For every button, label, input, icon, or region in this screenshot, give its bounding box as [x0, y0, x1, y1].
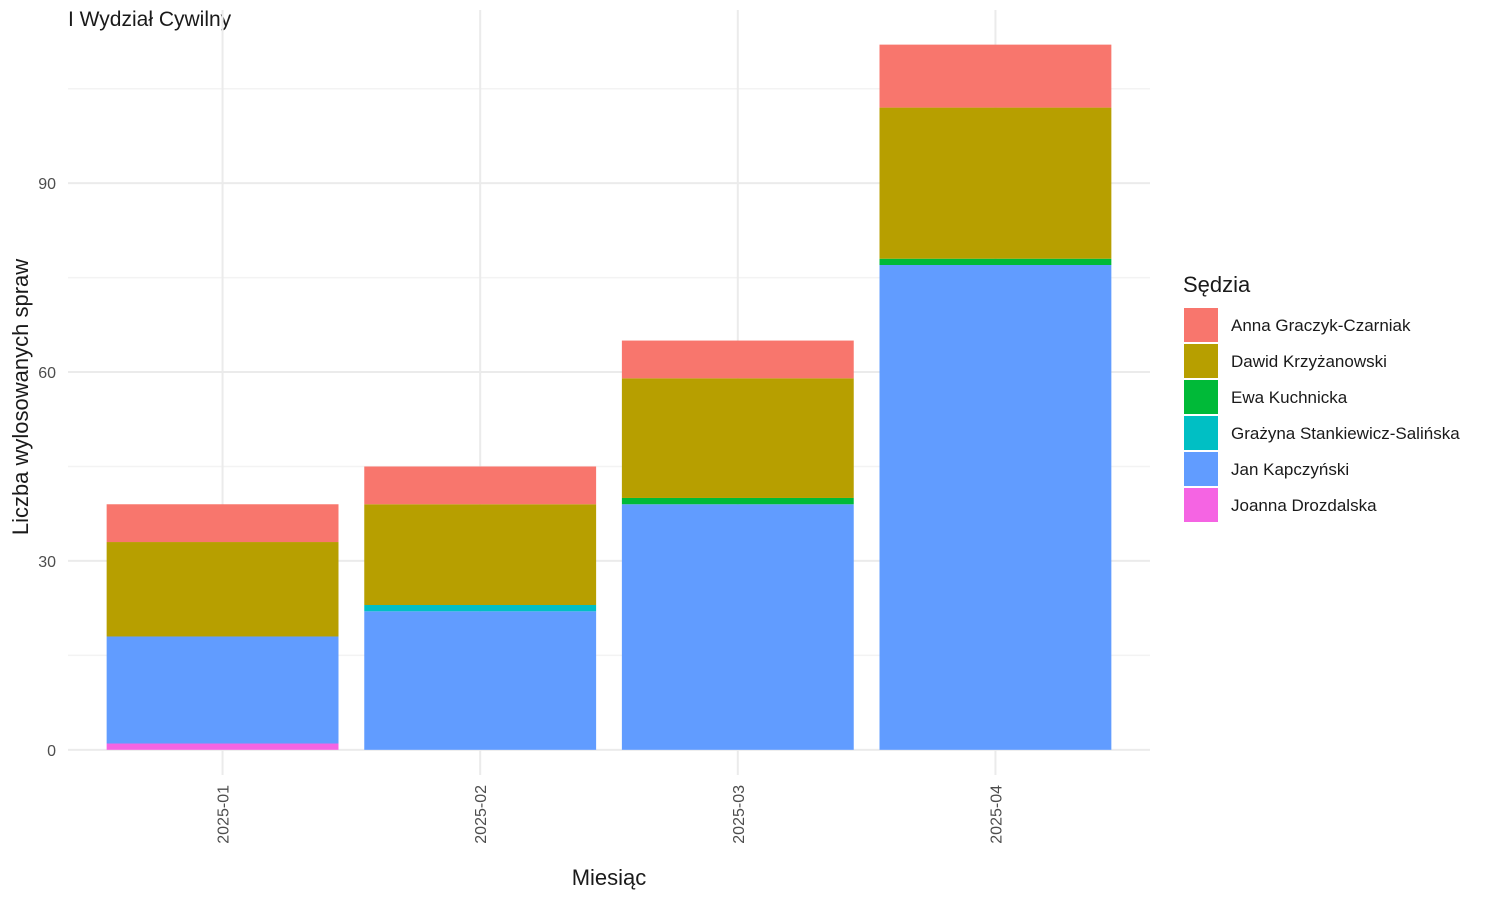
legend-label: Ewa Kuchnicka	[1231, 388, 1348, 407]
y-tick-label: 60	[38, 365, 56, 382]
y-axis-title: Liczba wylosowanych spraw	[8, 259, 33, 535]
legend: Sędzia Anna Graczyk-Czarniak Dawid Krzyża…	[1183, 272, 1460, 522]
legend-label: Anna Graczyk-Czarniak	[1231, 316, 1411, 335]
bar-segment	[106, 636, 339, 744]
bar-segment	[879, 265, 1112, 750]
x-tick-label: 2025-02	[473, 785, 490, 844]
bar-segment	[106, 542, 339, 637]
bar-segment	[364, 466, 597, 505]
legend-swatch	[1184, 452, 1218, 486]
bar-segment	[621, 504, 854, 750]
legend-swatch	[1184, 308, 1218, 342]
legend-title: Sędzia	[1183, 272, 1251, 297]
legend-swatch	[1184, 488, 1218, 522]
bar-segment	[621, 497, 854, 505]
legend-swatch	[1184, 380, 1218, 414]
legend-label: Grażyna Stankiewicz-Salińska	[1231, 424, 1460, 443]
x-axis-ticks: 2025-01 2025-02 2025-03 2025-04	[216, 785, 1006, 844]
legend-label: Dawid Krzyżanowski	[1231, 352, 1387, 371]
bar-segment	[106, 504, 339, 543]
legend-swatch	[1184, 416, 1218, 450]
y-tick-label: 30	[38, 554, 56, 571]
y-axis-ticks: 0 30 60 90	[38, 176, 56, 760]
bar-segment	[879, 44, 1112, 108]
legend-label: Jan Kapczyński	[1231, 460, 1349, 479]
bar-segment	[621, 378, 854, 498]
bars	[106, 44, 1112, 750]
bar-segment	[621, 340, 854, 379]
chart-title: I Wydział Cywilny	[68, 8, 232, 31]
bar-segment	[364, 611, 597, 750]
y-tick-label: 0	[47, 743, 56, 760]
legend-label: Joanna Drozdalska	[1231, 496, 1377, 515]
legend-swatch	[1184, 344, 1218, 378]
y-tick-label: 90	[38, 176, 56, 193]
bar-segment	[106, 743, 339, 750]
bar-segment	[364, 605, 597, 612]
x-axis-title: Miesiąc	[572, 865, 647, 890]
x-tick-label: 2025-04	[988, 785, 1005, 844]
bar-segment	[364, 504, 597, 605]
x-tick-label: 2025-03	[731, 785, 748, 844]
x-tick-label: 2025-01	[216, 785, 233, 844]
bar-segment	[879, 107, 1112, 259]
bar-segment	[879, 258, 1112, 265]
